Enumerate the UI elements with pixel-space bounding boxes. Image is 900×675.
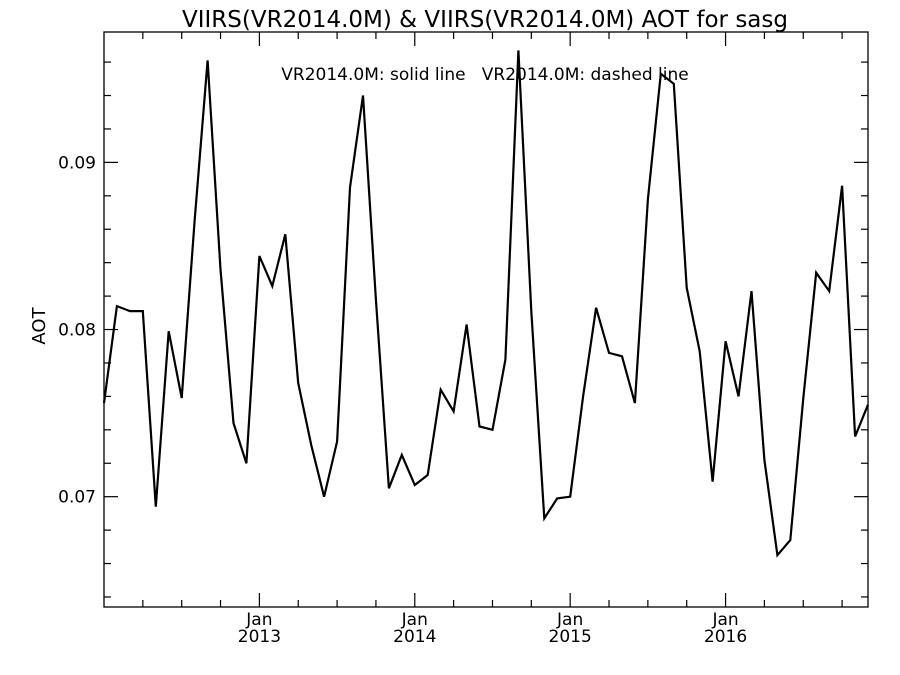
x-tick-year-label: 2014: [393, 627, 436, 647]
y-tick-label: 0.08: [58, 321, 96, 341]
axis-ticks: [104, 32, 868, 607]
x-tick-year-label: 2016: [704, 627, 747, 647]
y-axis-title: AOT: [29, 306, 50, 344]
x-tick-month-label: Jan: [245, 610, 272, 630]
y-tick-label: 0.07: [58, 488, 96, 508]
x-tick-month-label: Jan: [556, 610, 583, 630]
x-tick-month-label: Jan: [401, 610, 428, 630]
x-tick-year-label: 2013: [238, 627, 281, 647]
y-tick-label: 0.09: [58, 153, 96, 173]
line-style-annotation: VR2014.0M: solid line VR2014.0M: dashed …: [281, 65, 688, 85]
plot-frame: [103, 31, 869, 608]
x-tick-month-label: Jan: [711, 610, 738, 630]
aot-series-solid-line: [102, 50, 870, 558]
x-tick-year-label: 2015: [549, 627, 592, 647]
chart-title: VIIRS(VR2014.0M) & VIIRS(VR2014.0M) AOT …: [182, 7, 788, 33]
